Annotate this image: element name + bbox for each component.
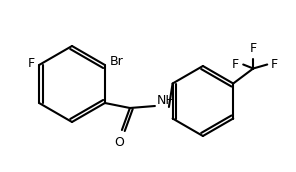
Text: O: O [114, 136, 124, 149]
Text: F: F [250, 41, 257, 55]
Text: F: F [28, 56, 35, 69]
Text: F: F [232, 58, 239, 71]
Text: F: F [271, 58, 278, 71]
Text: NH: NH [157, 94, 176, 106]
Text: Br: Br [110, 55, 124, 67]
